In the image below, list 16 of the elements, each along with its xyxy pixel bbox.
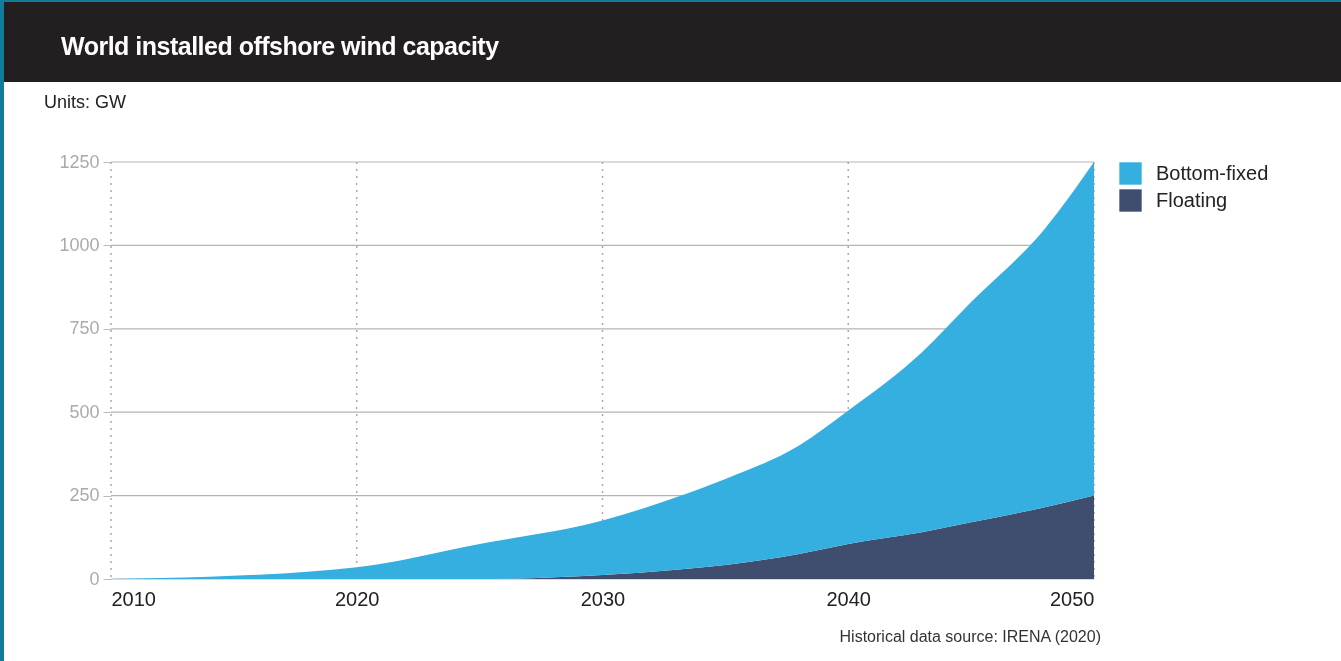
legend-label: Bottom-fixed <box>1156 161 1269 184</box>
x-tick-label: 2040 <box>826 587 871 610</box>
y-tick-label: 1000 <box>59 234 100 255</box>
chart-title: World installed offshore wind capacity <box>4 2 1341 82</box>
x-tick-label: 2050 <box>1050 587 1095 610</box>
y-tick-label: 1250 <box>59 151 100 172</box>
legend-label: Floating <box>1156 188 1228 211</box>
x-tick-label: 2010 <box>111 587 156 610</box>
y-tick-label: 750 <box>69 318 100 339</box>
y-tick-label: 500 <box>69 401 100 422</box>
y-tick-label: 0 <box>89 568 100 589</box>
x-tick-label: 2020 <box>335 587 380 610</box>
text: Historical data source: IRENA (2020) <box>839 628 1101 646</box>
y-tick-label: 250 <box>69 485 100 506</box>
x-tick-label: 2030 <box>580 587 626 610</box>
y-axis-title: Units: GW <box>44 92 127 113</box>
